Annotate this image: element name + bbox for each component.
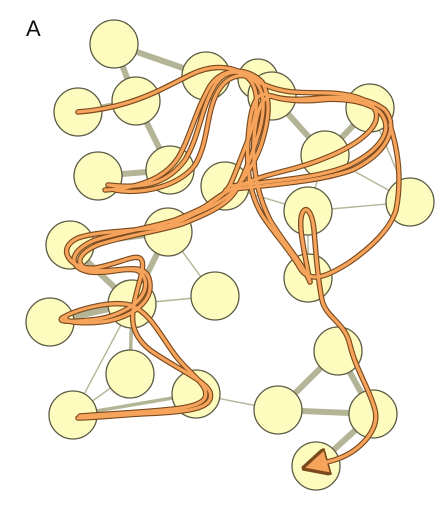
node [190, 271, 240, 321]
trajectory-fill [59, 65, 401, 467]
node [105, 349, 155, 399]
trajectory [58, 64, 402, 467]
node [313, 326, 363, 376]
node [89, 19, 139, 69]
node [73, 151, 123, 201]
panel-label: A [26, 16, 41, 41]
node [253, 385, 303, 435]
